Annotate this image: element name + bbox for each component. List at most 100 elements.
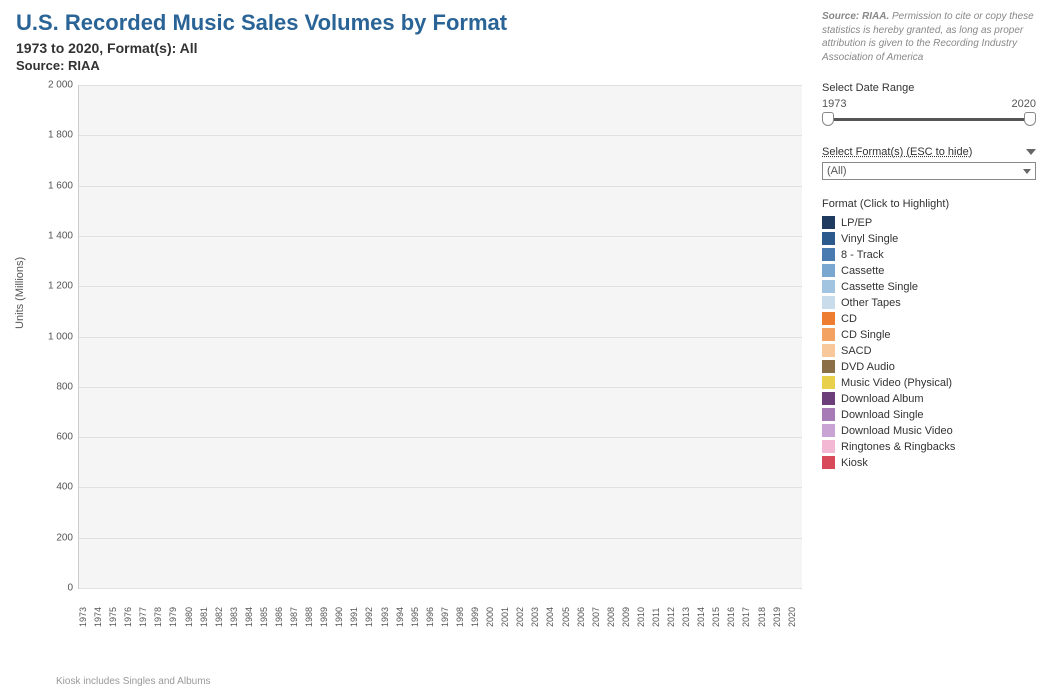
- legend-title: Format (Click to Highlight): [822, 198, 1036, 210]
- x-tick-label: 1988: [304, 593, 319, 645]
- y-tick-label: 1 000: [48, 331, 79, 342]
- x-tick-label: 1995: [410, 593, 425, 645]
- legend-item[interactable]: SACD: [822, 344, 1036, 357]
- x-axis-labels: 1973197419751976197719781979198019811982…: [78, 593, 802, 645]
- slider-thumb-min[interactable]: [822, 112, 834, 126]
- format-select-label: Select Format(s) (ESC to hide): [822, 146, 1022, 158]
- legend-swatch: [822, 392, 835, 405]
- legend-label: Ringtones & Ringbacks: [841, 441, 955, 453]
- x-tick-label: 1978: [153, 593, 168, 645]
- x-tick-label: 2000: [485, 593, 500, 645]
- legend-label: 8 - Track: [841, 249, 884, 261]
- legend-swatch: [822, 296, 835, 309]
- legend-item[interactable]: CD: [822, 312, 1036, 325]
- attribution-text: Source: RIAA. Permission to cite or copy…: [822, 10, 1036, 64]
- legend-item[interactable]: Ringtones & Ringbacks: [822, 440, 1036, 453]
- legend-label: CD: [841, 313, 857, 325]
- page-subtitle: 1973 to 2020, Format(s): All: [16, 40, 806, 56]
- date-range-slider[interactable]: [822, 112, 1036, 128]
- date-max-label: 2020: [1012, 98, 1036, 110]
- x-tick-label: 2003: [530, 593, 545, 645]
- legend-item[interactable]: Download Album: [822, 392, 1036, 405]
- chart: Units (Millions) 02004006008001 0001 200…: [16, 85, 806, 645]
- x-tick-label: 2002: [515, 593, 530, 645]
- legend-label: SACD: [841, 345, 872, 357]
- legend-item[interactable]: DVD Audio: [822, 360, 1036, 373]
- y-tick-label: 0: [67, 583, 79, 594]
- legend-label: Download Single: [841, 409, 924, 421]
- y-tick-label: 2 000: [48, 80, 79, 91]
- date-min-label: 1973: [822, 98, 846, 110]
- y-tick-label: 600: [56, 432, 79, 443]
- x-tick-label: 1984: [244, 593, 259, 645]
- x-tick-label: 2020: [787, 593, 802, 645]
- legend-item[interactable]: Download Music Video: [822, 424, 1036, 437]
- x-tick-label: 2019: [772, 593, 787, 645]
- x-tick-label: 1985: [259, 593, 274, 645]
- x-tick-label: 2008: [606, 593, 621, 645]
- x-tick-label: 2018: [757, 593, 772, 645]
- legend-label: CD Single: [841, 329, 891, 341]
- x-tick-label: 1993: [380, 593, 395, 645]
- legend-swatch: [822, 312, 835, 325]
- legend-item[interactable]: Cassette: [822, 264, 1036, 277]
- x-tick-label: 1979: [168, 593, 183, 645]
- y-axis-label: Units (Millions): [14, 257, 26, 329]
- legend-swatch: [822, 280, 835, 293]
- legend-item[interactable]: Music Video (Physical): [822, 376, 1036, 389]
- filter-icon[interactable]: [1026, 149, 1036, 155]
- legend-label: Music Video (Physical): [841, 377, 952, 389]
- chevron-down-icon: [1023, 169, 1031, 174]
- legend-label: Kiosk: [841, 457, 868, 469]
- legend-label: Download Music Video: [841, 425, 953, 437]
- legend-item[interactable]: Kiosk: [822, 456, 1036, 469]
- y-tick-label: 200: [56, 532, 79, 543]
- legend-swatch: [822, 360, 835, 373]
- y-tick-label: 400: [56, 482, 79, 493]
- y-tick-label: 1 200: [48, 281, 79, 292]
- x-tick-label: 2011: [651, 593, 666, 645]
- chart-plot-area: 02004006008001 0001 2001 4001 6001 8002 …: [78, 85, 802, 589]
- page-source: Source: RIAA: [16, 58, 806, 73]
- legend-item[interactable]: LP/EP: [822, 216, 1036, 229]
- format-select[interactable]: (All): [822, 162, 1036, 180]
- legend-item[interactable]: Download Single: [822, 408, 1036, 421]
- legend-item[interactable]: Other Tapes: [822, 296, 1036, 309]
- x-tick-label: 1991: [349, 593, 364, 645]
- y-tick-label: 800: [56, 381, 79, 392]
- legend-swatch: [822, 264, 835, 277]
- legend-item[interactable]: CD Single: [822, 328, 1036, 341]
- footnote: Kiosk includes Singles and Albums: [56, 676, 211, 687]
- slider-thumb-max[interactable]: [1024, 112, 1036, 126]
- x-tick-label: 1981: [199, 593, 214, 645]
- x-tick-label: 2016: [726, 593, 741, 645]
- legend-swatch: [822, 376, 835, 389]
- x-tick-label: 1983: [229, 593, 244, 645]
- x-tick-label: 1996: [425, 593, 440, 645]
- x-tick-label: 2012: [666, 593, 681, 645]
- legend-swatch: [822, 456, 835, 469]
- y-tick-label: 1 800: [48, 130, 79, 141]
- x-tick-label: 2013: [681, 593, 696, 645]
- x-tick-label: 2014: [696, 593, 711, 645]
- legend-item[interactable]: 8 - Track: [822, 248, 1036, 261]
- legend-swatch: [822, 216, 835, 229]
- legend-label: LP/EP: [841, 217, 872, 229]
- x-tick-label: 1973: [78, 593, 93, 645]
- x-tick-label: 1976: [123, 593, 138, 645]
- x-tick-label: 1994: [395, 593, 410, 645]
- x-tick-label: 1998: [455, 593, 470, 645]
- legend-label: Download Album: [841, 393, 924, 405]
- page-title: U.S. Recorded Music Sales Volumes by For…: [16, 10, 806, 36]
- legend-swatch: [822, 232, 835, 245]
- x-tick-label: 2017: [741, 593, 756, 645]
- x-tick-label: 2007: [591, 593, 606, 645]
- legend-label: Vinyl Single: [841, 233, 898, 245]
- legend-item[interactable]: Cassette Single: [822, 280, 1036, 293]
- x-tick-label: 2005: [561, 593, 576, 645]
- legend: LP/EP Vinyl Single 8 - Track Cassette Casset…: [822, 216, 1036, 469]
- x-tick-label: 1977: [138, 593, 153, 645]
- legend-item[interactable]: Vinyl Single: [822, 232, 1036, 245]
- legend-swatch: [822, 248, 835, 261]
- legend-swatch: [822, 424, 835, 437]
